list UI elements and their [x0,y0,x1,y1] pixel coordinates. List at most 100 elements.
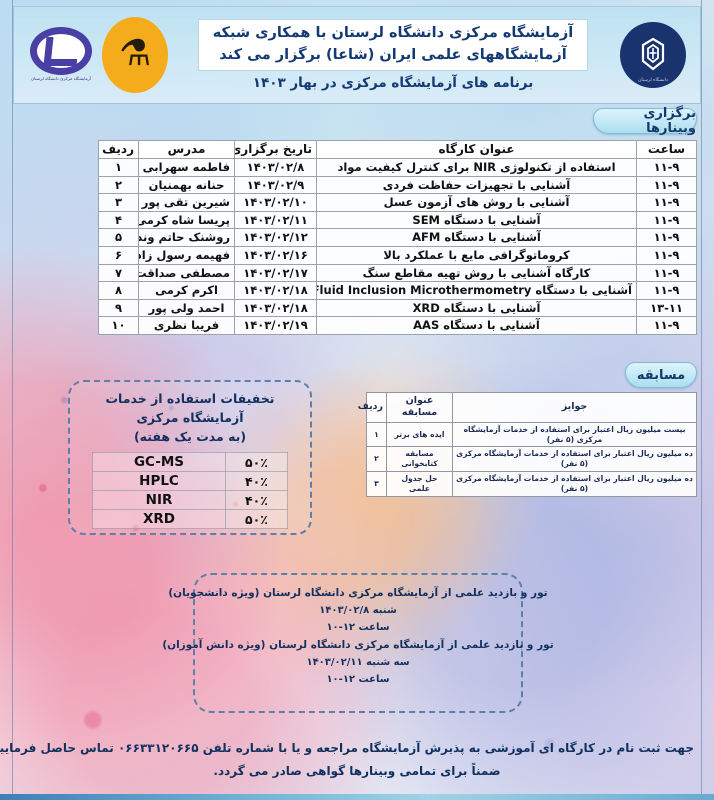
webinar-cell-time: ۱۱-۹ [636,245,697,265]
contest-cell-title: مسابقه کتابخوانی [386,446,453,473]
contest-cell-prize: ده میلیون ریال اعتبار برای استفاده از خد… [452,446,697,473]
webinar-cell-time: ۱۱-۹ [636,175,697,195]
column-header-date: تاریخ برگزاری [234,140,317,159]
discount-instrument-name: HPLC [92,471,226,492]
webinar-cell-instructor: حنانه بهمنیان [138,175,235,195]
flask-icon: ⚗ [118,33,152,74]
tour-panel: تور و بازدید علمی از آزمایشگاه مرکزی دان… [162,573,554,713]
discounts-panel: تخفیفات استفاده از خدمات آزمایشگاه مرکزی… [68,380,312,535]
webinar-cell-date: ۱۴۰۳/۰۲/۱۷ [234,263,317,283]
contest-cell-prize: ده میلیون ریال اعتبار برای استفاده از خد… [452,471,697,497]
tour-line-5: سه شنبه ۱۴۰۳/۰۲/۱۱ [306,657,410,668]
contest-cell-title: حل جدول علمی [386,471,453,497]
webinar-cell-title: استفاده از تکنولوژی NIR برای کنترل کیفیت… [316,158,637,177]
central-lab-logo-caption: آزمایشگاه مرکزی دانشگاه لرستان [31,76,91,82]
column-header-prize: جوایز [452,392,697,423]
webinar-cell-time: ۱۱-۹ [636,210,697,230]
tour-line-3: ساعت ۱۲-۱۰ [326,622,390,633]
column-header-row: ردیف [98,140,139,159]
central-lab-logo: آزمایشگاه مرکزی دانشگاه لرستان [22,16,100,94]
webinar-cell-row: ۷ [98,263,139,283]
table-row: ۱۱-۹ آشنایی با دستگاه Fluid Inclusion Mic… [98,281,697,300]
tour-line-1: تور و بازدید علمی از آزمایشگاه مرکزی دان… [168,587,548,599]
webinar-cell-row: ۱۰ [98,316,139,335]
column-header-row: ردیف [358,392,387,423]
webinar-cell-row: ۵ [98,228,139,247]
table-row: ۱۱-۹ آشنایی با روش های آزمون عسل ۱۴۰۳/۰۲/۱… [98,193,697,212]
webinar-cell-instructor: روشنک حاتم وند [138,228,235,247]
tour-line-6: ساعت ۱۲-۱۰ [326,674,390,685]
webinar-cell-date: ۱۴۰۳/۰۲/۱۰ [234,193,317,212]
webinar-cell-time: ۱۱-۹ [636,316,697,335]
shaa-network-logo-icon: ⚗ [102,17,168,93]
footer-certificate-note: ضمناً برای تمامی وبینارها گواهی صادر می … [213,764,501,778]
webinar-cell-date: ۱۴۰۳/۰۲/۱۸ [234,298,317,318]
webinar-cell-row: ۸ [98,281,139,300]
webinar-cell-time: ۱۱-۹ [636,228,697,247]
section-tab-contest: مسابقه [625,362,697,392]
webinar-cell-date: ۱۴۰۳/۰۲/۸ [234,158,317,177]
discounts-title-line-1: تخفیفات استفاده از خدمات آزمایشگاه مرکزی [105,391,275,425]
partner-logos: ⚗ آزمایشگاه مرکزی دانشگاه لرستان [22,14,172,96]
webinar-cell-date: ۱۴۰۳/۰۲/۱۶ [234,245,317,265]
webinar-cell-title: کروماتوگرافی مایع با عملکرد بالا [316,245,637,265]
webinar-cell-date: ۱۴۰۳/۰۲/۹ [234,175,317,195]
tour-line-4: تور و بازدید علمی از آزمایشگاه مرکزی دان… [162,639,554,651]
webinar-cell-row: ۱ [98,158,139,177]
table-row: ۱۱-۹ آشنایی با دستگاه SEM ۱۴۰۳/۰۲/۱۱ پریسا … [98,210,697,230]
webinar-cell-row: ۳ [98,193,139,212]
footer-bar [0,794,714,800]
lorestan-university-logo: دانشگاه لرستان [614,16,692,94]
webinars-table: ساعت عنوان کارگاه تاریخ برگزاری مدرس ردی… [98,140,697,335]
contest-cell-row: ۲ [366,446,387,473]
webinar-cell-instructor: شیرین تقی پور [138,193,235,212]
footer-registration-note: جهت ثبت نام در کارگاه ای آموزشی به پذیرش… [0,741,694,755]
webinar-cell-title: آشنایی با روش های آزمون عسل [316,193,637,212]
column-header-title: عنوان کارگاه [316,140,637,159]
webinar-cell-title: آشنایی با دستگاه Fluid Inclusion Microth… [316,281,637,300]
frame-line-right [701,0,702,800]
webinar-cell-date: ۱۴۰۳/۰۲/۱۹ [234,316,317,335]
table-row: ۱۱-۹ آشنایی با تجهیزات حفاظت فردی ۱۴۰۳/۰۲/… [98,175,697,195]
title-box: آزمایشگاه مرکزی دانشگاه لرستان با همکاری… [197,19,589,71]
webinar-cell-instructor: پریسا شاه کرمی [138,210,235,230]
webinar-cell-time: ۱۱-۹ [636,193,697,212]
webinar-cell-instructor: فهیمه رسول زاده [138,245,235,265]
university-seal-icon: دانشگاه لرستان [620,22,686,88]
webinar-cell-title: آشنایی با دستگاه AFM [316,228,637,247]
column-header-contest-title: عنوان مسابقه [386,392,453,423]
discounts-table: ۵۰٪ GC-MS ۴۰٪ HPLC ۴۰٪ NIR ۵۰٪ XRD [92,452,288,530]
webinar-cell-instructor: احمد ولی پور [138,298,235,318]
webinar-cell-title: آشنایی با دستگاه AAS [316,316,637,335]
contest-cell-prize: بیست میلیون ریال اعتبار برای استفاده از … [452,421,697,448]
webinar-cell-row: ۴ [98,210,139,230]
webinar-cell-row: ۲ [98,175,139,195]
webinar-cell-title: آشنایی با تجهیزات حفاظت فردی [316,175,637,195]
poster-title-block: آزمایشگاه مرکزی دانشگاه لرستان با همکاری… [172,19,614,91]
poster-footer: جهت ثبت نام در کارگاه ای آموزشی به پذیرش… [0,741,694,778]
discount-instrument-name: NIR [92,490,226,511]
webinar-cell-time: ۱۳-۱۱ [636,298,697,318]
contest-cell-row: ۱ [366,421,387,448]
discount-percent: ۴۰٪ [225,471,288,492]
webinar-cell-date: ۱۴۰۳/۰۲/۱۲ [234,228,317,247]
discount-row: ۵۰٪ XRD [92,509,288,530]
discount-row: ۴۰٪ HPLC [92,471,288,492]
discounts-title-line-2: (به مدت یک هفته) [133,428,247,444]
webinar-cell-instructor: فریبا نظری [138,316,235,335]
table-row: ۱۱-۹ کارگاه آشنایی با روش تهیه مقاطع سنگ ۱… [98,263,697,283]
table-header-row: جوایز عنوان مسابقه ردیف [358,392,697,423]
webinar-cell-instructor: مصطفی صداقت نیا [138,263,235,283]
discount-instrument-name: XRD [92,509,226,530]
tour-line-2: شنبه ۱۴۰۳/۰۲/۸ [319,605,397,616]
discount-percent: ۵۰٪ [225,509,288,530]
webinar-cell-row: ۶ [98,245,139,265]
column-header-instructor: مدرس [138,140,235,159]
discount-percent: ۵۰٪ [225,452,288,473]
contest-row: بیست میلیون ریال اعتبار برای استفاده از … [366,421,697,448]
discount-instrument-name: GC-MS [92,452,226,473]
webinar-cell-date: ۱۴۰۳/۰۲/۱۱ [234,210,317,230]
poster-header: دانشگاه لرستان آزمایشگاه مرکزی دانشگاه ل… [13,6,701,104]
column-header-time: ساعت [636,140,697,159]
